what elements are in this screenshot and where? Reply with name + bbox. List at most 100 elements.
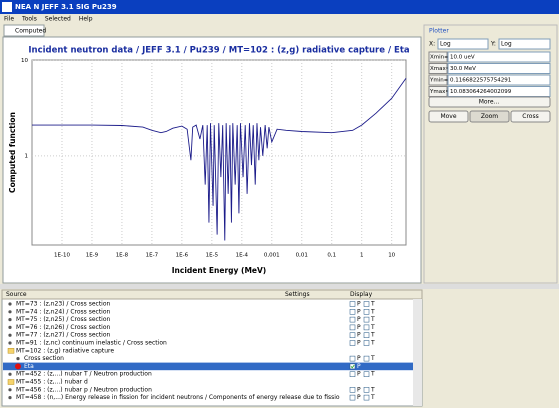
tree-row-label[interactable]: MT=74 : (z,n24) / Cross section xyxy=(16,308,111,315)
x-scale-value[interactable]: Log xyxy=(440,41,451,48)
field-value[interactable]: 10.083064264002099 xyxy=(450,89,512,95)
tree-row-label[interactable]: MT=102 : (z,g) radiative capture xyxy=(16,347,114,354)
field-input[interactable] xyxy=(447,51,551,63)
display-checkbox[interactable] xyxy=(349,371,356,377)
display-checkbox[interactable] xyxy=(349,332,356,338)
y-scale-select[interactable] xyxy=(498,38,551,50)
display-label[interactable]: P xyxy=(357,332,361,339)
scrollbar[interactable] xyxy=(413,299,422,406)
display-label[interactable]: T xyxy=(370,386,375,393)
display-checkbox[interactable] xyxy=(363,332,370,338)
display-checkbox[interactable] xyxy=(349,301,356,307)
display-label[interactable]: P xyxy=(357,324,361,331)
display-checkbox[interactable] xyxy=(363,340,370,346)
display-label[interactable]: P xyxy=(357,386,361,393)
x-tick-label: 1 xyxy=(360,253,364,259)
tree-row-label[interactable]: MT=452 : (z,...) nubar T / Neutron produ… xyxy=(16,371,152,378)
field-value[interactable]: 30.0 MeV xyxy=(450,66,476,72)
display-checkbox[interactable] xyxy=(363,387,370,393)
display-label[interactable]: P xyxy=(357,394,361,401)
field-button[interactable] xyxy=(428,63,448,74)
plot-button[interactable] xyxy=(428,110,469,123)
display-checkbox[interactable] xyxy=(363,309,370,315)
tree-row-label[interactable]: MT=77 : (z,n27) / Cross section xyxy=(16,332,111,339)
field-value[interactable]: 10.0 ueV xyxy=(450,55,475,61)
display-checkbox[interactable] xyxy=(363,324,370,331)
field-value[interactable]: 0.1166822575754291 xyxy=(450,78,511,84)
display-checkbox[interactable] xyxy=(363,355,370,362)
y-axis-label: Computed function xyxy=(8,112,17,193)
tree-row-label[interactable]: Cross section xyxy=(24,355,64,362)
display-checkbox[interactable] xyxy=(363,301,370,307)
tab[interactable] xyxy=(3,24,45,37)
tree-row-label[interactable]: MT=458 : (n,...) Energy release in fissi… xyxy=(16,394,340,401)
display-checkbox[interactable] xyxy=(363,316,370,323)
display-label[interactable]: T xyxy=(370,308,375,315)
menu-item[interactable]: File xyxy=(4,16,14,23)
plot-button-label[interactable]: Move xyxy=(440,113,456,120)
display-label[interactable]: T xyxy=(370,301,375,308)
display-checkbox[interactable] xyxy=(349,324,356,331)
display-label[interactable]: T xyxy=(370,355,375,362)
display-checkbox[interactable] xyxy=(349,363,356,370)
plot-button-label[interactable]: Zoom xyxy=(481,113,498,120)
display-checkbox[interactable] xyxy=(363,371,370,377)
display-checkbox[interactable] xyxy=(349,387,356,393)
display-label[interactable]: P xyxy=(357,301,361,308)
splitter[interactable] xyxy=(0,284,559,289)
display-label[interactable]: P xyxy=(357,308,361,315)
menu-item[interactable]: Help xyxy=(79,16,93,23)
display-label[interactable]: P xyxy=(357,371,361,378)
display-label[interactable]: P xyxy=(357,363,361,370)
tab-label[interactable]: Computed xyxy=(15,28,46,35)
display-label[interactable]: P xyxy=(357,355,361,362)
plot-button-label[interactable]: Cross xyxy=(522,113,538,120)
plot-button[interactable] xyxy=(510,110,551,123)
display-label[interactable]: P xyxy=(357,340,361,347)
column-header[interactable]: Settings xyxy=(285,291,310,298)
display-label[interactable]: T xyxy=(370,324,375,331)
x-scale-select[interactable] xyxy=(437,38,489,50)
menu-item[interactable]: Selected xyxy=(45,16,71,23)
y-scale-value[interactable]: Log xyxy=(501,41,512,48)
tree-row-label[interactable]: MT=91 : (z,nc) continuum inelastic / Cro… xyxy=(16,340,167,347)
display-checkbox[interactable] xyxy=(349,355,356,362)
field-label[interactable]: Ymin= xyxy=(429,78,449,84)
field-label[interactable]: Ymax= xyxy=(429,89,450,95)
display-label[interactable]: T xyxy=(370,394,375,401)
column-header[interactable]: Display xyxy=(350,291,373,298)
display-checkbox[interactable] xyxy=(349,309,356,315)
tree-row-label[interactable]: Eta xyxy=(24,363,34,370)
display-checkbox[interactable] xyxy=(363,394,370,401)
menu-item[interactable]: Tools xyxy=(21,16,37,23)
tree-row-label[interactable]: MT=75 : (z,n25) / Cross section xyxy=(16,316,111,323)
display-checkbox[interactable] xyxy=(349,394,356,401)
more-button-label[interactable]: More... xyxy=(479,99,500,106)
field-label[interactable]: Xmin= xyxy=(430,55,449,61)
more-button[interactable] xyxy=(428,96,551,108)
field-input[interactable] xyxy=(447,74,551,86)
tree-row-label[interactable]: MT=455 : (z,...) nubar d xyxy=(16,379,88,386)
tree-row-label[interactable]: MT=456 : (z,...) nubar p / Neutron produ… xyxy=(16,386,152,393)
tree-row-label[interactable]: MT=73 : (z,n23) / Cross section xyxy=(16,301,111,308)
field-button[interactable] xyxy=(428,74,448,86)
chart-title: Incident neutron data / JEFF 3.1 / Pu239… xyxy=(28,46,410,56)
field-label[interactable]: Xmax= xyxy=(430,66,451,72)
display-checkbox[interactable] xyxy=(349,340,356,346)
folder-icon xyxy=(7,348,15,354)
display-label[interactable]: P xyxy=(357,316,361,323)
plot-button[interactable] xyxy=(469,110,510,123)
column-header[interactable]: Source xyxy=(6,291,27,298)
display-label[interactable]: T xyxy=(370,371,375,378)
node-icon xyxy=(8,318,12,322)
tree-row-label[interactable]: MT=76 : (z,n26) / Cross section xyxy=(16,324,111,331)
x-tick-label: 0,1 xyxy=(327,253,336,259)
x-tick-label: 1E-9 xyxy=(86,253,99,259)
display-label[interactable]: T xyxy=(370,332,375,339)
field-input[interactable] xyxy=(447,63,551,74)
display-label[interactable]: T xyxy=(370,340,375,347)
display-label[interactable]: T xyxy=(370,316,375,323)
display-checkbox[interactable] xyxy=(349,316,356,323)
field-button[interactable] xyxy=(428,51,448,63)
